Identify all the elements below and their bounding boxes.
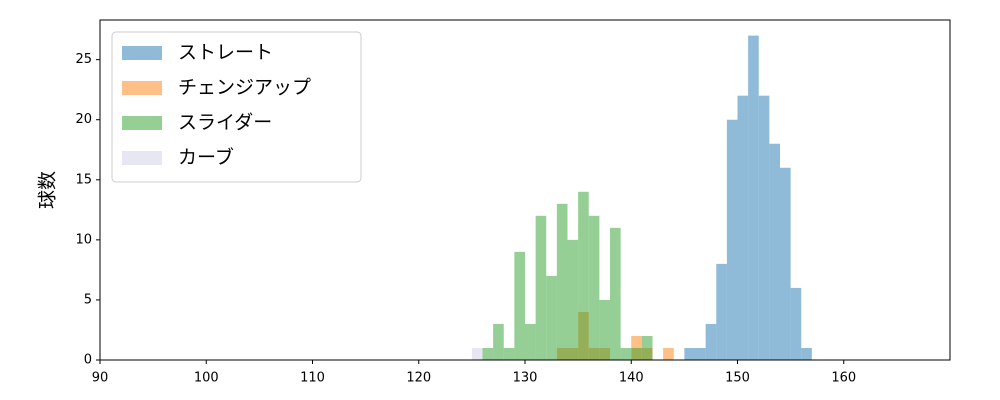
legend-swatch: [122, 81, 162, 95]
bar: [663, 347, 674, 360]
x-tick-label: 150: [725, 371, 750, 386]
bar: [567, 239, 579, 360]
x-tick-label: 120: [406, 371, 431, 386]
bar: [726, 119, 738, 360]
y-axis-label: 球数: [37, 171, 59, 209]
bar: [503, 347, 515, 360]
x-tick-label: 90: [92, 371, 109, 386]
bar: [769, 143, 780, 360]
bar: [610, 227, 621, 360]
x-tick-label: 110: [300, 371, 325, 386]
bar: [514, 251, 525, 360]
bar: [737, 95, 749, 360]
legend-box: [111, 31, 362, 183]
series: [471, 347, 483, 360]
legend-label: スライダー: [178, 112, 272, 134]
x-tick-label: 140: [619, 371, 644, 386]
bar: [631, 347, 642, 360]
y-tick-label: 5: [84, 292, 92, 307]
bar: [790, 287, 802, 360]
bar: [748, 35, 759, 360]
series: [482, 191, 653, 360]
bar: [599, 299, 610, 360]
bar: [482, 347, 494, 360]
x-tick-label: 160: [831, 371, 856, 386]
bar: [705, 323, 717, 360]
legend-label: チェンジアップ: [178, 77, 311, 99]
bar: [546, 275, 557, 360]
y-tick-label: 20: [75, 112, 92, 127]
bar: [620, 347, 632, 360]
y-tick-label: 0: [84, 353, 92, 368]
x-tick-label: 100: [194, 371, 219, 386]
bar: [641, 335, 653, 360]
y-tick-label: 15: [75, 172, 92, 187]
bar: [684, 347, 695, 360]
bar: [758, 95, 770, 360]
bar: [801, 347, 812, 360]
legend-swatch: [122, 151, 162, 165]
bar: [535, 215, 547, 360]
series: [684, 35, 812, 360]
x-tick-label: 130: [513, 371, 538, 386]
legend-swatch: [122, 46, 162, 60]
bar: [588, 215, 600, 360]
legend-label: ストレート: [178, 42, 273, 64]
bar: [525, 323, 536, 360]
legend-label: カーブ: [178, 146, 234, 169]
bar: [695, 347, 706, 360]
legend-swatch: [122, 116, 162, 130]
bar: [578, 191, 589, 360]
bar: [493, 323, 504, 360]
y-tick-label: 25: [75, 52, 92, 67]
bar: [716, 263, 727, 360]
bar: [471, 347, 483, 360]
y-tick-label: 10: [75, 232, 92, 247]
bar: [780, 167, 791, 360]
bar: [556, 203, 568, 360]
